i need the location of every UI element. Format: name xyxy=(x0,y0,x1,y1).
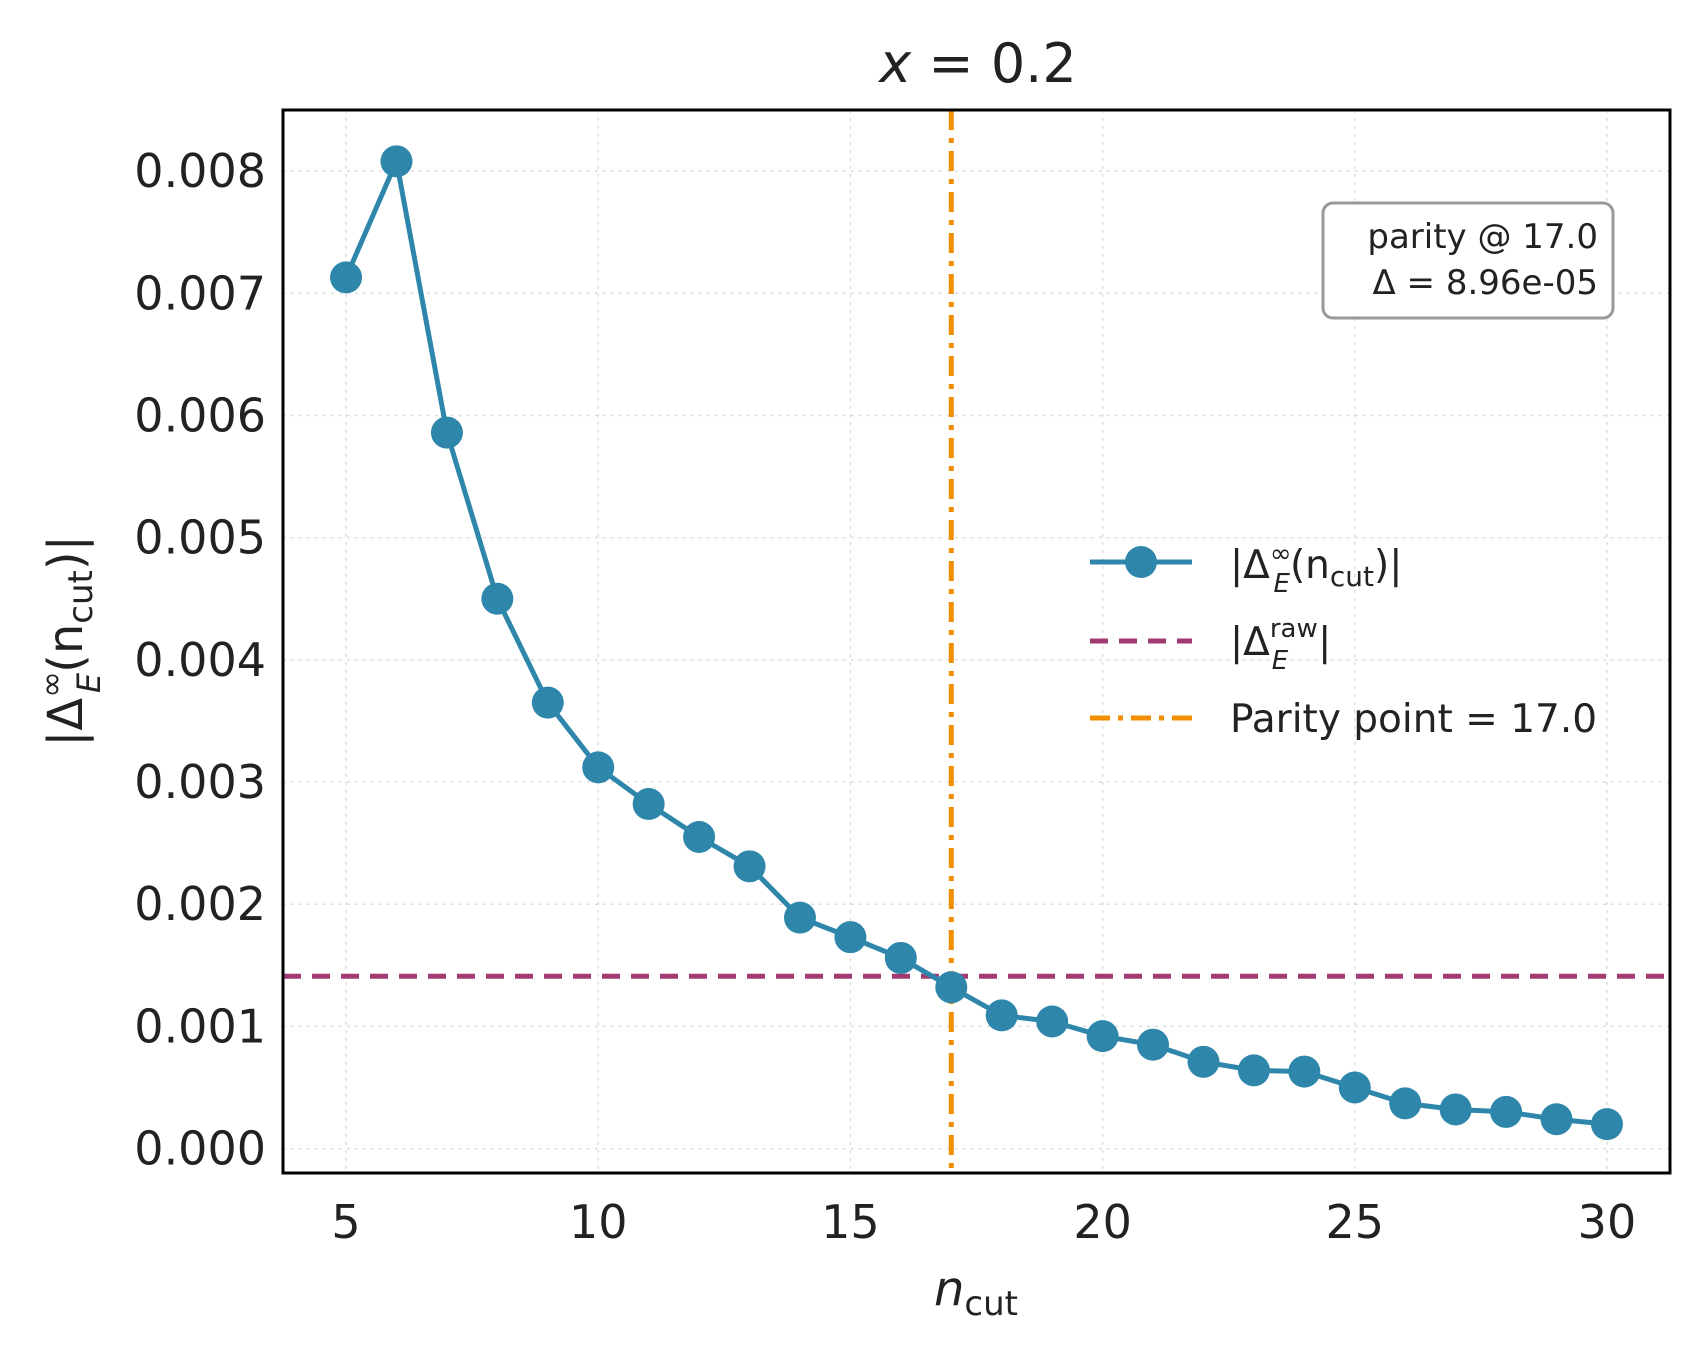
data-point xyxy=(481,582,514,615)
y-tick-label: 0.004 xyxy=(134,633,266,687)
y-tick-label: 0.003 xyxy=(134,755,266,809)
data-point xyxy=(582,751,615,784)
y-tick-label: 0.005 xyxy=(134,511,266,565)
data-point xyxy=(1439,1093,1472,1126)
data-point xyxy=(1590,1108,1623,1141)
y-tick-label: 0.000 xyxy=(134,1122,266,1176)
chart-title: x = 0.2 xyxy=(877,32,1076,95)
x-axis-label: ncut xyxy=(934,1261,1018,1324)
data-point xyxy=(935,971,968,1004)
x-tick-label: 5 xyxy=(331,1195,360,1249)
annotation-line-2: Δ = 8.96e-05 xyxy=(1372,263,1598,303)
y-tick-label: 0.002 xyxy=(134,877,266,931)
legend-swatch-marker xyxy=(1125,546,1157,578)
data-point xyxy=(1540,1103,1573,1136)
x-tick-label: 25 xyxy=(1325,1195,1384,1249)
annotation-line-1: parity @ 17.0 xyxy=(1367,217,1598,257)
data-point xyxy=(1490,1095,1523,1128)
legend: |Δ∞ E(ncut)| |Δraw E | Parity point = 17.0 xyxy=(1090,539,1597,742)
x-tick-label: 15 xyxy=(821,1195,880,1249)
legend-label-series: |Δ∞ E(ncut)| xyxy=(1230,539,1402,599)
data-point xyxy=(1036,1005,1069,1038)
parity-annotation: parity @ 17.0 Δ = 8.96e-05 xyxy=(1321,201,1615,320)
y-tick-label: 0.007 xyxy=(134,266,266,320)
series-layer xyxy=(330,145,1623,1141)
data-point xyxy=(985,999,1018,1032)
data-point xyxy=(632,788,665,821)
data-point xyxy=(1237,1054,1270,1087)
y-tick-label: 0.006 xyxy=(134,388,266,442)
plot-frame xyxy=(281,108,1672,1175)
legend-label-parity: Parity point = 17.0 xyxy=(1230,697,1597,742)
data-point xyxy=(834,921,867,954)
data-point xyxy=(783,901,816,934)
data-point xyxy=(683,820,716,853)
data-point xyxy=(1137,1028,1170,1061)
data-point xyxy=(1338,1071,1371,1104)
data-point xyxy=(1389,1087,1422,1120)
y-tick-label: 0.001 xyxy=(134,999,266,1053)
annotation-box xyxy=(1321,201,1615,320)
data-point xyxy=(380,145,413,178)
data-point xyxy=(1288,1055,1321,1088)
data-point xyxy=(884,941,917,974)
data-point xyxy=(733,850,766,883)
ticks: 5 10 15 20 25 30 0.000 0.001 0.002 0.003 0.004 0.00… xyxy=(134,144,1636,1249)
x-tick-label: 30 xyxy=(1578,1195,1637,1249)
data-point xyxy=(1187,1045,1220,1078)
reference-lines xyxy=(283,110,1670,1173)
y-axis-label: |Δ∞E(ncut)| xyxy=(32,535,108,747)
data-point xyxy=(1086,1020,1119,1053)
y-tick-label: 0.008 xyxy=(134,144,266,198)
data-point xyxy=(330,261,363,294)
x-tick-label: 10 xyxy=(569,1195,628,1249)
x-tick-label: 20 xyxy=(1073,1195,1132,1249)
data-point xyxy=(531,686,564,719)
legend-label-raw: |Δraw E | xyxy=(1230,614,1331,676)
data-point xyxy=(430,416,463,449)
